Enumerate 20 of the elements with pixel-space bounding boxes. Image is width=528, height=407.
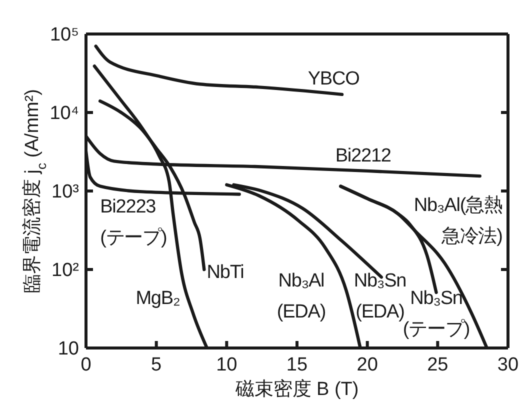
series-label: NbTi [206, 261, 244, 282]
series-label: Bi2212 [335, 145, 391, 166]
series-label: YBCO [308, 68, 360, 90]
x-tick-label: 10 [216, 354, 238, 376]
x-tick-label: 5 [151, 354, 162, 376]
x-tick-label: 0 [80, 354, 92, 376]
series-label: Bi2223 (テープ) [100, 196, 167, 248]
x-tick-label: 20 [356, 354, 378, 376]
y-tick-label: 10 [58, 338, 79, 360]
y-tick-label: 10⁴ [50, 103, 79, 124]
y-tick-label: 10³ [52, 182, 79, 203]
y-tick-label: 10² [52, 260, 79, 282]
series-label: Nb₃Al (EDA) [276, 270, 326, 322]
y-tick-label: 10⁵ [50, 24, 79, 46]
x-tick-label: 25 [427, 354, 448, 376]
x-tick-label: 30 [497, 354, 519, 376]
x-axis-title: 磁束密度 B (T) [234, 378, 359, 400]
x-tick-label: 15 [286, 354, 308, 376]
series-label: MgB₂ [136, 287, 180, 308]
legend-label: Nb₃Al(急熱急冷法) [414, 194, 503, 247]
